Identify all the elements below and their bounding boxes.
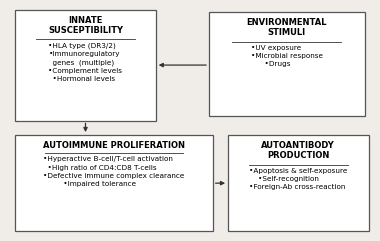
Bar <box>228 135 369 231</box>
Text: •UV exposure
•Microbial response
      •Drugs: •UV exposure •Microbial response •Drugs <box>251 45 323 67</box>
Text: INNATE
SUSCEPTIBILITY: INNATE SUSCEPTIBILITY <box>48 16 123 35</box>
Bar <box>15 10 156 120</box>
Text: •HLA type (DR3/2)
•Immunoregulatory
  genes  (multiple)
•Complement levels
  •Ho: •HLA type (DR3/2) •Immunoregulatory gene… <box>49 42 122 82</box>
Text: AUTOANTIBODY
PRODUCTION: AUTOANTIBODY PRODUCTION <box>261 141 335 160</box>
Bar <box>15 135 213 231</box>
Text: AUTOIMMUNE PROLIFERATION: AUTOIMMUNE PROLIFERATION <box>43 141 185 150</box>
Text: •Hyperactive B-cell/T-cell activation
  •High ratio of CD4:CD8 T-cells
•Defectiv: •Hyperactive B-cell/T-cell activation •H… <box>43 156 185 187</box>
Text: •Apoptosis & self-exposure
    •Self-recognition
•Foreign-Ab cross-reaction: •Apoptosis & self-exposure •Self-recogni… <box>249 167 347 190</box>
Bar <box>209 12 365 116</box>
Text: ENVIRONMENTAL
STIMULI: ENVIRONMENTAL STIMULI <box>247 18 327 37</box>
